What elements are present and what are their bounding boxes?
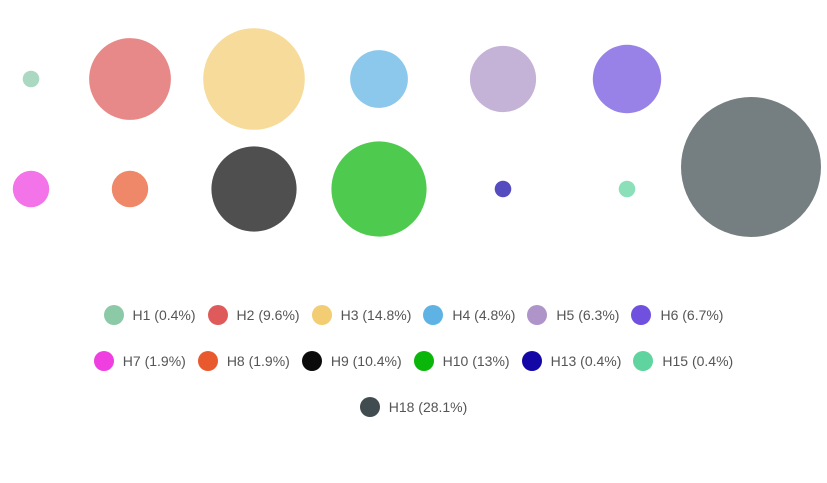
legend-item-h7[interactable]: H7 (1.9%) <box>93 351 186 371</box>
legend-label: H6 (6.7%) <box>660 307 724 323</box>
legend-item-h5[interactable]: H5 (6.3%) <box>527 305 619 325</box>
legend-swatch-icon <box>103 305 124 325</box>
legend-item-h10[interactable]: H10 (13%) <box>413 351 510 371</box>
legend-swatch-icon <box>93 351 114 371</box>
legend-swatch-icon <box>359 397 380 417</box>
bubble-h9[interactable] <box>211 146 297 232</box>
legend-swatch-icon <box>413 351 434 371</box>
legend-item-h18[interactable]: H18 (28.1%) <box>359 397 468 417</box>
legend-label: H13 (0.4%) <box>550 353 622 369</box>
legend-label: H18 (28.1%) <box>388 399 468 415</box>
legend-swatch-icon <box>301 351 322 371</box>
legend-label: H3 (14.8%) <box>340 307 412 323</box>
legend-swatch-icon <box>423 305 444 325</box>
legend-item-h1[interactable]: H1 (0.4%) <box>103 305 196 325</box>
legend-swatch-icon <box>207 305 228 325</box>
chart-legend: H1 (0.4%) H2 (9.6%) H3 (14.8%) H4 (4.8%) H5 … <box>0 292 827 430</box>
legend-item-h4[interactable]: H4 (4.8%) <box>423 305 515 325</box>
bubble-h7[interactable] <box>12 170 50 208</box>
legend-row: H18 (28.1%) <box>0 384 827 430</box>
legend-label: H10 (13%) <box>442 353 510 369</box>
bubble-h1[interactable] <box>22 70 40 88</box>
bubble-h8[interactable] <box>111 170 149 208</box>
legend-item-h2[interactable]: H2 (9.6%) <box>207 305 300 325</box>
bubble-h10[interactable] <box>331 141 427 237</box>
bubble-h18[interactable] <box>681 97 821 237</box>
legend-label: H5 (6.3%) <box>556 307 620 323</box>
bubble-h2[interactable] <box>89 38 171 120</box>
legend-item-h3[interactable]: H3 (14.8%) <box>311 305 412 325</box>
legend-item-h9[interactable]: H9 (10.4%) <box>301 351 402 371</box>
bubble-h3[interactable] <box>203 28 305 130</box>
legend-label: H4 (4.8%) <box>452 307 516 323</box>
bubble-h13[interactable] <box>494 180 512 198</box>
legend-item-h15[interactable]: H15 (0.4%) <box>633 351 733 371</box>
bubble-h4[interactable] <box>350 50 408 108</box>
legend-item-h8[interactable]: H8 (1.9%) <box>197 351 290 371</box>
legend-swatch-icon <box>527 305 548 325</box>
legend-swatch-icon <box>197 351 218 371</box>
bubble-h5[interactable] <box>469 45 537 113</box>
legend-swatch-icon <box>311 305 332 325</box>
legend-label: H2 (9.6%) <box>236 307 300 323</box>
legend-label: H7 (1.9%) <box>122 353 186 369</box>
legend-label: H9 (10.4%) <box>330 353 402 369</box>
bubble-h6[interactable] <box>592 44 662 114</box>
legend-item-h13[interactable]: H13 (0.4%) <box>521 351 622 371</box>
legend-swatch-icon <box>521 351 542 371</box>
bubble-chart <box>12 28 821 237</box>
legend-item-h6[interactable]: H6 (6.7%) <box>631 305 723 325</box>
bubble-h15[interactable] <box>618 180 636 198</box>
legend-label: H15 (0.4%) <box>662 353 734 369</box>
legend-swatch-icon <box>633 351 654 371</box>
legend-swatch-icon <box>631 305 652 325</box>
legend-label: H8 (1.9%) <box>226 353 290 369</box>
legend-label: H1 (0.4%) <box>132 307 196 323</box>
legend-row: H7 (1.9%) H8 (1.9%) H9 (10.4%) H10 (13%) H13… <box>0 338 827 384</box>
legend-row: H1 (0.4%) H2 (9.6%) H3 (14.8%) H4 (4.8%) H5 … <box>0 292 827 338</box>
